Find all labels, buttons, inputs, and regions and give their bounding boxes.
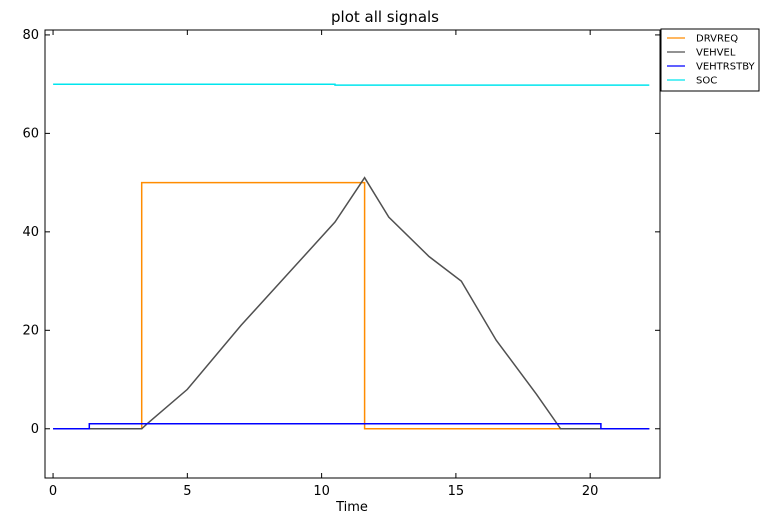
x-axis-label: Time xyxy=(335,500,368,515)
y-tick-label: 40 xyxy=(22,225,39,240)
series-line-vehtrstby xyxy=(53,423,650,430)
y-tick-label: 20 xyxy=(22,323,39,338)
legend-label: DRVREQ xyxy=(696,34,738,45)
y-tick-label: 80 xyxy=(22,28,39,43)
chart-title: plot all signals xyxy=(331,8,439,26)
series-line-vehvel xyxy=(53,176,650,430)
x-tick-label: 20 xyxy=(582,484,599,499)
legend: DRVREQ VEHVEL VEHTRSTBY SOC xyxy=(660,28,760,92)
x-tick-label: 5 xyxy=(183,484,191,499)
y-axis: 0 20 40 60 80 xyxy=(22,28,660,437)
legend-label: VEHVEL xyxy=(696,48,736,59)
x-tick-label: 10 xyxy=(313,484,330,499)
legend-box xyxy=(660,28,760,92)
legend-label: VEHTRSTBY xyxy=(696,62,756,73)
plot-frame xyxy=(44,29,661,479)
x-tick-label: 0 xyxy=(49,484,57,499)
x-tick-label: 15 xyxy=(448,484,465,499)
series-layer xyxy=(53,83,650,430)
x-axis: 0 5 10 15 20 xyxy=(49,30,599,499)
plot-area xyxy=(45,30,660,478)
y-tick-label: 60 xyxy=(22,126,39,141)
y-tick-label: 0 xyxy=(31,422,39,437)
series-line-soc xyxy=(53,83,650,86)
legend-label: SOC xyxy=(696,76,717,87)
